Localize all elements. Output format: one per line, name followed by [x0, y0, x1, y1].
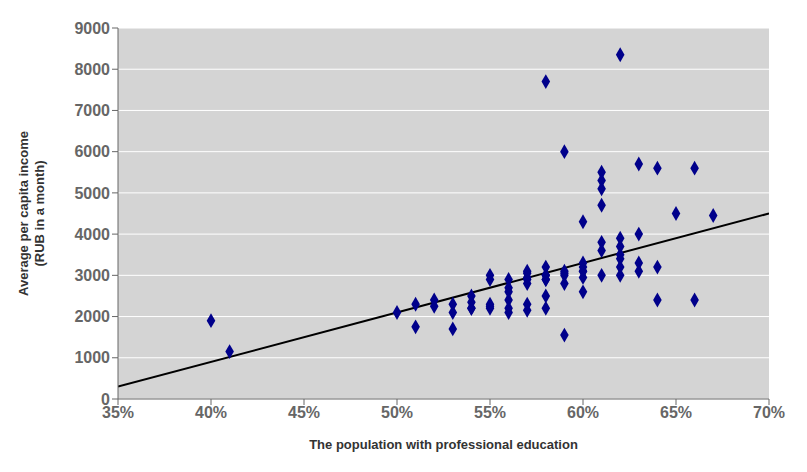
svg-text:70%: 70%: [753, 404, 785, 421]
svg-text:5000: 5000: [74, 185, 110, 202]
svg-text:65%: 65%: [660, 404, 692, 421]
svg-text:55%: 55%: [474, 404, 506, 421]
svg-text:40%: 40%: [195, 404, 227, 421]
svg-text:45%: 45%: [288, 404, 320, 421]
svg-text:50%: 50%: [381, 404, 413, 421]
svg-text:0: 0: [101, 391, 110, 408]
svg-text:60%: 60%: [567, 404, 599, 421]
svg-text:2000: 2000: [74, 308, 110, 325]
svg-text:Average per capita income(RUB: Average per capita income(RUB in a month…: [16, 131, 47, 296]
svg-text:4000: 4000: [74, 226, 110, 243]
svg-text:9000: 9000: [74, 20, 110, 37]
svg-text:6000: 6000: [74, 143, 110, 160]
svg-text:1000: 1000: [74, 349, 110, 366]
svg-text:7000: 7000: [74, 102, 110, 119]
svg-text:8000: 8000: [74, 61, 110, 78]
svg-text:The population with profession: The population with professional educati…: [309, 437, 578, 452]
svg-text:35%: 35%: [102, 404, 134, 422]
svg-text:3000: 3000: [74, 267, 110, 284]
